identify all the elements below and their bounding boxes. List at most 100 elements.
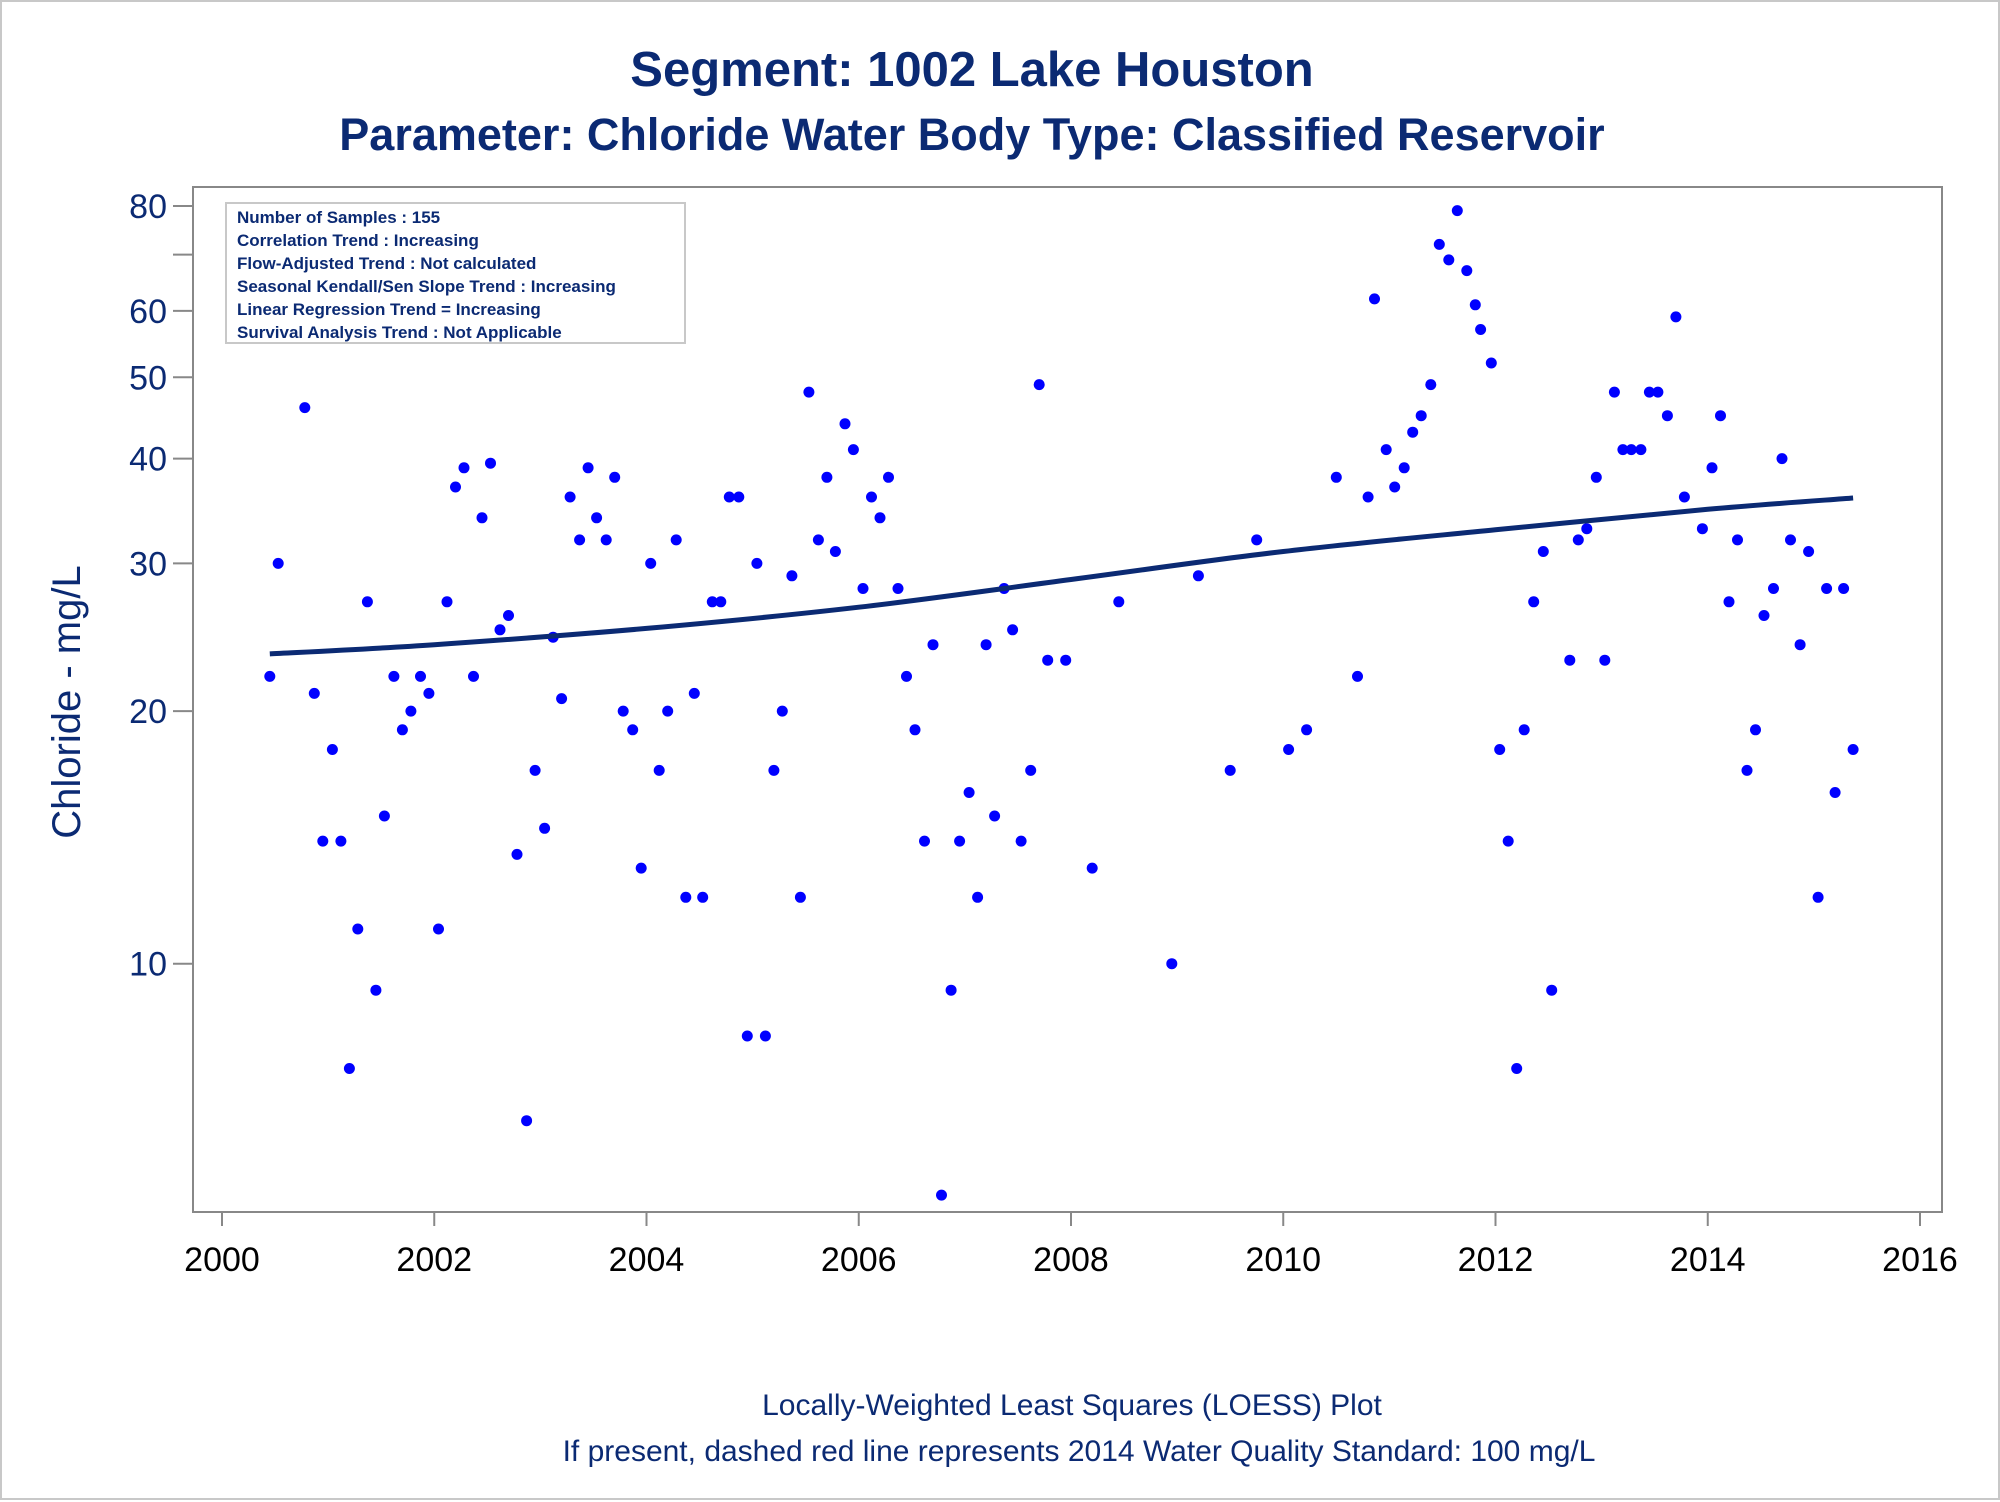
data-point [1086,862,1098,874]
data-point [945,984,957,996]
data-point [317,835,329,847]
data-point [1838,583,1850,594]
data-point [1301,724,1313,736]
data-point [582,462,594,474]
x-tick-label: 2000 [184,1241,260,1279]
data-point [1652,386,1664,398]
data-point [521,1115,533,1127]
data-point [1758,610,1770,621]
stats-box-frame [225,202,686,344]
data-point [1192,570,1204,582]
data-point [776,705,788,717]
data-point [1528,596,1540,608]
data-point [1661,410,1673,422]
data-point [308,687,320,699]
data-point [1625,444,1637,456]
data-point [1608,386,1620,398]
data-point [1389,481,1401,493]
data-point [299,402,311,414]
data-point [1330,471,1342,483]
data-point [1635,444,1647,456]
data-point [1599,654,1611,666]
data-point [1251,534,1263,546]
stat-seasonal-kendall-trend: Seasonal Kendall/Sen Slope Trend : Incre… [237,277,616,296]
data-point [468,670,479,682]
y-tick-label: 60 [129,293,167,331]
data-point [680,891,692,903]
stat-survival-analysis-trend: Survival Analysis Trend : Not Applicable [237,323,562,342]
data-point [433,923,444,935]
data-point [1060,654,1072,666]
data-point [635,862,647,874]
data-point [1025,764,1037,776]
data-point [751,557,763,569]
data-point [423,687,435,699]
data-point [645,557,657,569]
chart-subtitle: Parameter: Chloride Water Body Type: Cla… [339,109,1604,160]
data-point [839,418,851,430]
data-point [1369,293,1380,305]
data-point [919,835,930,847]
data-point [1425,379,1437,391]
data-point [803,386,815,398]
data-point [591,512,603,524]
chart-title: Segment: 1002 Lake Houston [630,43,1313,97]
data-point [1803,546,1815,557]
data-point [670,534,682,546]
data-point [733,491,745,503]
data-point [1511,1063,1523,1074]
data-point [1696,523,1708,535]
data-point [503,610,514,621]
data-point [1785,534,1796,546]
data-point [1581,523,1593,535]
data-point [1537,546,1549,557]
data-point [1821,583,1833,594]
data-point [1732,534,1743,546]
data-point [1847,744,1859,755]
data-point [866,491,877,503]
data-point [759,1030,771,1042]
data-point [874,512,886,524]
x-tick-label: 2010 [1245,1241,1321,1279]
data-point [450,481,461,493]
data-point [723,491,735,503]
data-point [1518,724,1530,736]
data-point [847,444,859,456]
data-point [1715,410,1726,422]
data-point [1723,596,1735,608]
stat-sample-count: Number of Samples : 155 [237,208,440,227]
data-point [1494,744,1506,755]
x-tick-label: 2016 [1882,1241,1958,1279]
data-point [706,596,718,608]
stat-flow-adjusted-trend: Flow-Adjusted Trend : Not calculated [237,254,536,273]
data-point [1812,891,1824,903]
data-point [388,670,400,682]
x-tick-label: 2012 [1458,1241,1534,1279]
data-point [564,491,576,503]
y-tick-label: 30 [129,545,167,583]
data-point [458,462,470,474]
y-tick-label: 10 [129,946,167,984]
data-point [688,687,700,699]
data-point [1015,835,1027,847]
data-point [1829,787,1841,798]
x-tick-label: 2002 [396,1241,472,1279]
data-point [794,891,806,903]
data-point [1362,491,1374,503]
data-point [883,471,894,483]
data-point [697,891,709,903]
data-point [600,534,612,546]
data-point [786,570,798,582]
data-point [574,534,586,546]
data-point [476,512,488,524]
data-point [1572,534,1584,546]
data-point [1166,958,1178,970]
data-point [662,705,674,717]
data-point [715,596,727,608]
data-point [812,534,824,546]
data-point [1461,265,1473,277]
data-point [1643,386,1655,398]
data-point [361,596,373,608]
data-point [609,471,621,483]
